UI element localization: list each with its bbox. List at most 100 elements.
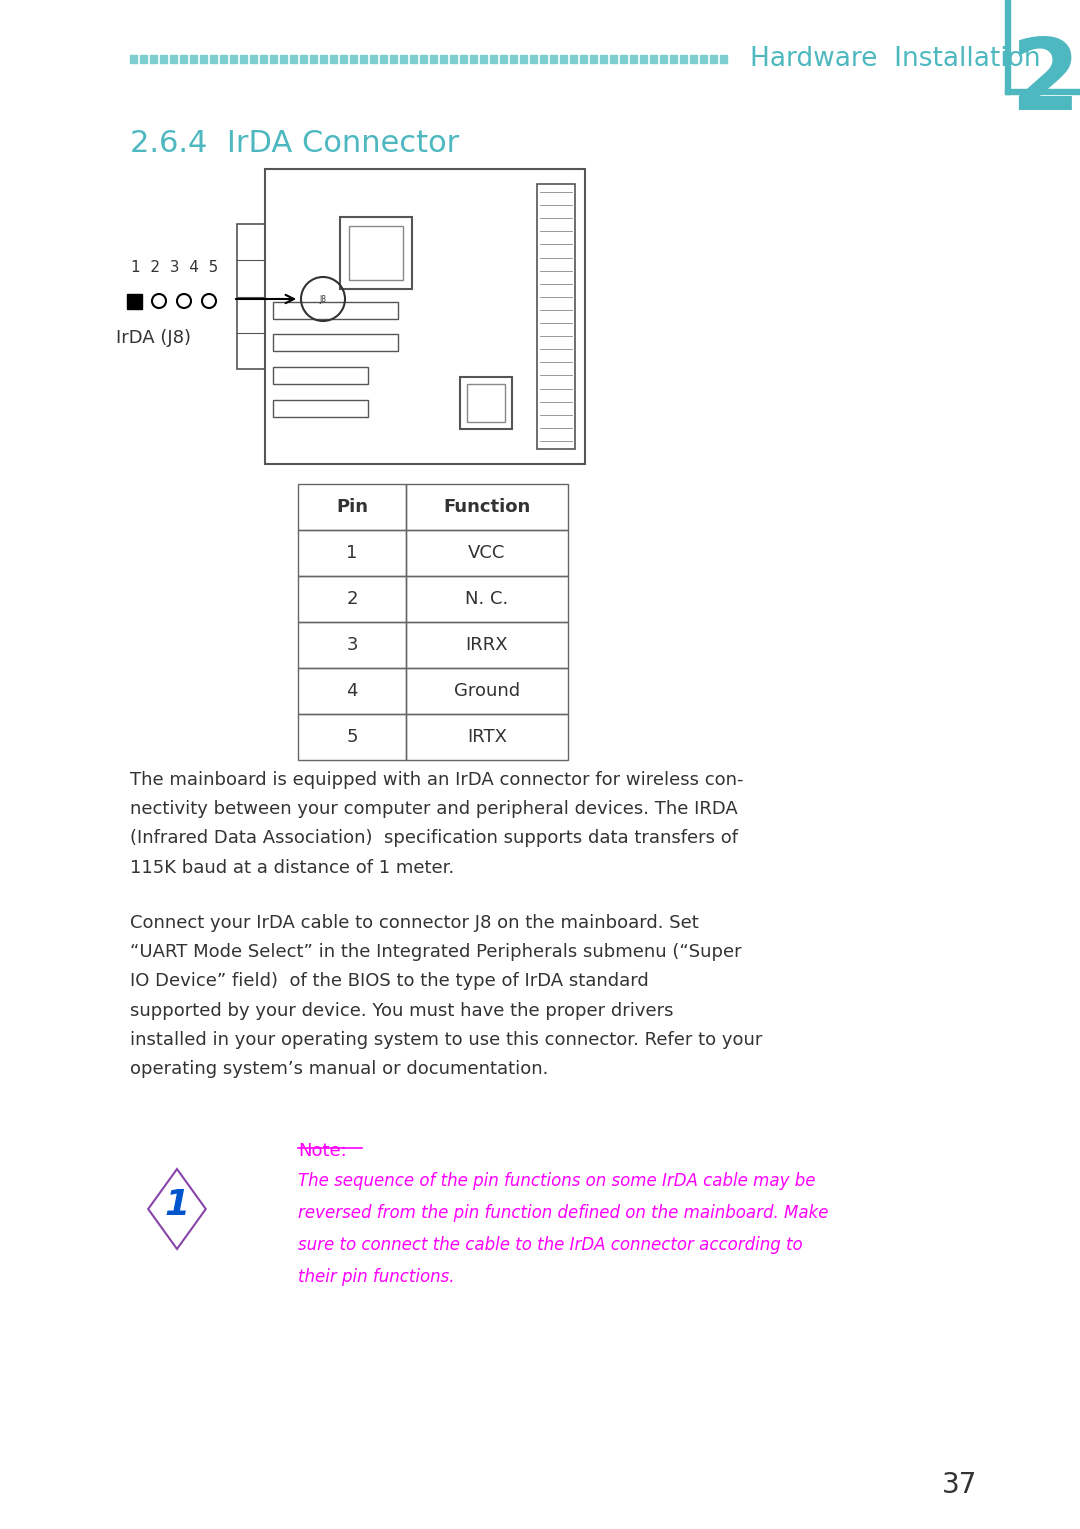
Text: Note:: Note: [298, 1142, 347, 1161]
Bar [580, 55, 588, 63]
Bar [150, 55, 157, 63]
Text: The sequence of the pin functions on some IrDA cable may be
reversed from the pi: The sequence of the pin functions on som… [298, 1173, 828, 1286]
Bar [298, 576, 406, 622]
Bar [600, 55, 607, 63]
Bar [298, 531, 406, 576]
Bar [410, 55, 417, 63]
Bar [210, 55, 217, 63]
Bar [273, 401, 368, 417]
Bar [406, 531, 568, 576]
Text: IRTX: IRTX [467, 728, 507, 746]
Bar [570, 55, 577, 63]
Bar [406, 485, 568, 531]
Bar [273, 333, 399, 352]
Bar [298, 714, 406, 760]
Bar [291, 55, 297, 63]
Bar [320, 55, 327, 63]
Bar [390, 55, 397, 63]
Bar [300, 55, 307, 63]
Bar [630, 55, 637, 63]
Bar [1005, 89, 1080, 93]
Bar [510, 55, 517, 63]
Bar [640, 55, 647, 63]
Bar [420, 55, 427, 63]
Text: Ground: Ground [454, 682, 521, 700]
Bar [349, 226, 403, 280]
Text: The mainboard is equipped with an IrDA connector for wireless con-
nectivity bet: The mainboard is equipped with an IrDA c… [130, 771, 743, 876]
Text: 3: 3 [347, 636, 357, 654]
Bar [298, 668, 406, 714]
Bar [180, 55, 187, 63]
Text: 37: 37 [943, 1471, 977, 1498]
Text: 4: 4 [347, 682, 357, 700]
Bar [298, 622, 406, 668]
Text: Pin: Pin [336, 498, 368, 515]
Text: VCC: VCC [469, 544, 505, 563]
Bar [720, 55, 727, 63]
Bar [460, 378, 512, 430]
Text: IrDA (J8): IrDA (J8) [116, 329, 191, 347]
Bar [406, 576, 568, 622]
Bar [273, 367, 368, 384]
Bar [530, 55, 537, 63]
Text: Connect your IrDA cable to connector J8 on the mainboard. Set
“UART Mode Select”: Connect your IrDA cable to connector J8 … [130, 914, 762, 1078]
Bar [273, 303, 399, 320]
Bar [460, 55, 467, 63]
Bar [620, 55, 627, 63]
Bar [220, 55, 227, 63]
Bar [240, 55, 247, 63]
Bar [540, 55, 546, 63]
Bar [650, 55, 657, 63]
Bar [160, 55, 167, 63]
Text: 5: 5 [347, 728, 357, 746]
Bar [350, 55, 357, 63]
Bar [406, 622, 568, 668]
Bar [610, 55, 617, 63]
Bar [380, 55, 387, 63]
Bar [490, 55, 497, 63]
Bar [440, 55, 447, 63]
Bar [400, 55, 407, 63]
Text: 2: 2 [1010, 34, 1080, 131]
Bar [260, 55, 267, 63]
Bar [670, 55, 677, 63]
Bar [467, 384, 505, 422]
Bar [200, 55, 207, 63]
Bar [140, 55, 147, 63]
Bar [710, 55, 717, 63]
Text: Hardware  Installation: Hardware Installation [750, 46, 1041, 72]
Text: 1: 1 [347, 544, 357, 563]
Bar [590, 55, 597, 63]
Bar [500, 55, 507, 63]
Bar [298, 485, 406, 531]
Bar [127, 294, 141, 309]
Bar [340, 55, 347, 63]
Bar [230, 55, 237, 63]
Bar [280, 55, 287, 63]
Bar [519, 55, 527, 63]
Bar [340, 217, 411, 289]
Bar [430, 55, 437, 63]
Bar [360, 55, 367, 63]
Bar [550, 55, 557, 63]
Bar [537, 183, 575, 450]
Bar [330, 55, 337, 63]
Bar [406, 668, 568, 714]
Bar [237, 225, 265, 368]
Bar [690, 55, 697, 63]
Bar [680, 55, 687, 63]
Bar [561, 55, 567, 63]
Bar [310, 55, 318, 63]
Bar [480, 55, 487, 63]
Text: J8: J8 [320, 295, 326, 303]
Bar [370, 55, 377, 63]
Text: IRRX: IRRX [465, 636, 509, 654]
Bar [270, 55, 276, 63]
Bar [1005, 0, 1010, 93]
Bar [660, 55, 667, 63]
Bar [265, 170, 585, 463]
Bar [190, 55, 197, 63]
Bar [130, 55, 137, 63]
Text: N. C.: N. C. [465, 590, 509, 609]
Text: 2.6.4  IrDA Connector: 2.6.4 IrDA Connector [130, 128, 459, 157]
